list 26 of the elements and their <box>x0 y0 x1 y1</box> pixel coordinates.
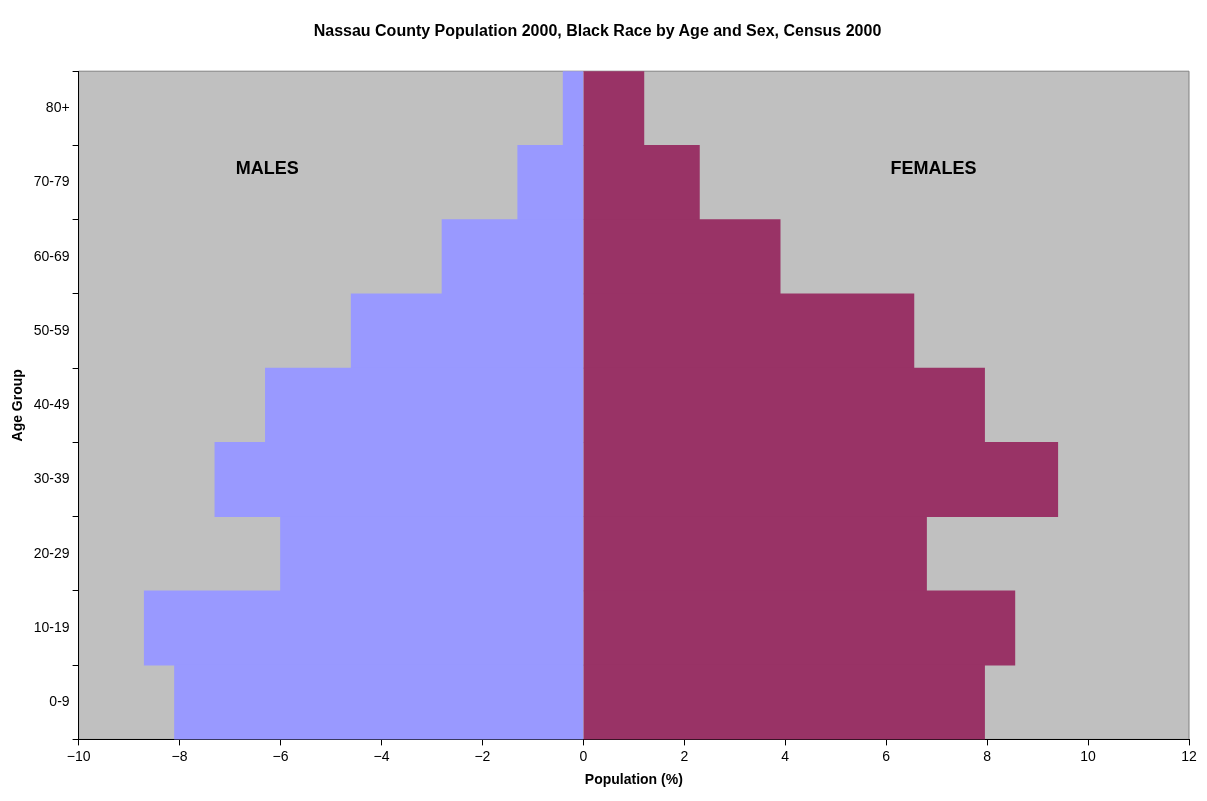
x-tick-label: −4 <box>373 747 390 764</box>
x-tick-label: 0 <box>579 747 588 764</box>
y-tick-label: 30-39 <box>33 470 70 487</box>
x-tick-label: −6 <box>272 747 289 764</box>
x-tick-label: 2 <box>680 747 689 764</box>
y-tick-label: 20-29 <box>33 544 70 561</box>
y-tick-label: 80+ <box>45 99 70 116</box>
y-tick-label: 10-19 <box>33 618 70 635</box>
x-tick-label: 4 <box>781 747 790 764</box>
y-tick-label: 50-59 <box>33 321 70 338</box>
y-tick-label: 70-79 <box>33 173 70 190</box>
x-axis-title: Population (%) <box>584 771 683 788</box>
x-tick-label: −2 <box>474 747 491 764</box>
x-tick-label: 12 <box>1181 747 1197 764</box>
x-tick-label: −10 <box>66 747 91 764</box>
y-tick-label: 60-69 <box>33 247 70 264</box>
x-tick-label: −8 <box>171 747 188 764</box>
annotation: MALES <box>235 158 299 179</box>
x-tick-label: 10 <box>1080 747 1097 764</box>
y-tick-label: 40-49 <box>33 396 70 413</box>
chart-title: Nassau County Population 2000, Black Race by Age and Sex, Census 2000 <box>313 22 882 40</box>
y-axis-title: Age Group <box>9 369 26 442</box>
x-tick-label: 8 <box>983 747 992 764</box>
y-tick-label: 0-9 <box>49 693 70 710</box>
annotation: FEMALES <box>890 158 977 179</box>
x-tick-label: 6 <box>882 747 891 764</box>
